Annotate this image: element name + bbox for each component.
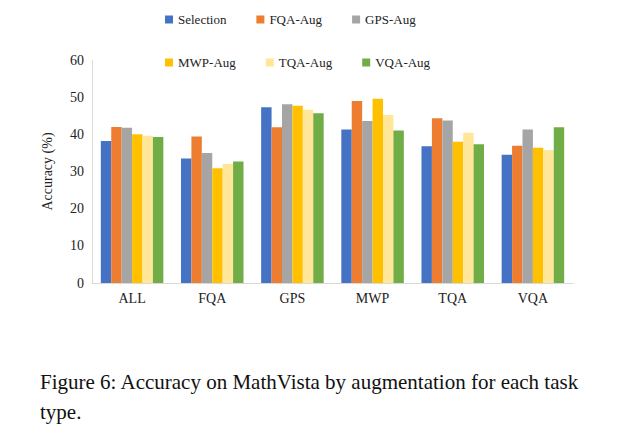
- svg-text:TQA: TQA: [438, 291, 468, 306]
- svg-text:20: 20: [70, 201, 84, 216]
- svg-text:Figure 6: Accuracy on MathVist: Figure 6: Accuracy on MathVista by augme…: [40, 370, 583, 394]
- svg-text:TQA-Aug: TQA-Aug: [279, 55, 333, 70]
- svg-text:VQA: VQA: [518, 291, 549, 306]
- svg-text:FQA-Aug: FQA-Aug: [269, 12, 322, 27]
- svg-text:60: 60: [70, 53, 84, 68]
- svg-text:10: 10: [70, 238, 84, 253]
- svg-text:50: 50: [70, 90, 84, 105]
- svg-text:FQA: FQA: [198, 291, 227, 306]
- svg-text:ALL: ALL: [118, 291, 145, 306]
- svg-text:type.: type.: [40, 400, 81, 424]
- svg-text:MWP: MWP: [356, 291, 390, 306]
- svg-text:40: 40: [70, 127, 84, 142]
- svg-text:MWP-Aug: MWP-Aug: [178, 55, 236, 70]
- svg-text:GPS: GPS: [280, 291, 306, 306]
- svg-text:VQA-Aug: VQA-Aug: [375, 55, 430, 70]
- svg-text:Selection: Selection: [178, 12, 227, 27]
- svg-text:GPS-Aug: GPS-Aug: [365, 12, 416, 27]
- svg-text:Accuracy (%): Accuracy (%): [40, 132, 56, 210]
- svg-text:30: 30: [70, 164, 84, 179]
- svg-text:0: 0: [77, 276, 84, 291]
